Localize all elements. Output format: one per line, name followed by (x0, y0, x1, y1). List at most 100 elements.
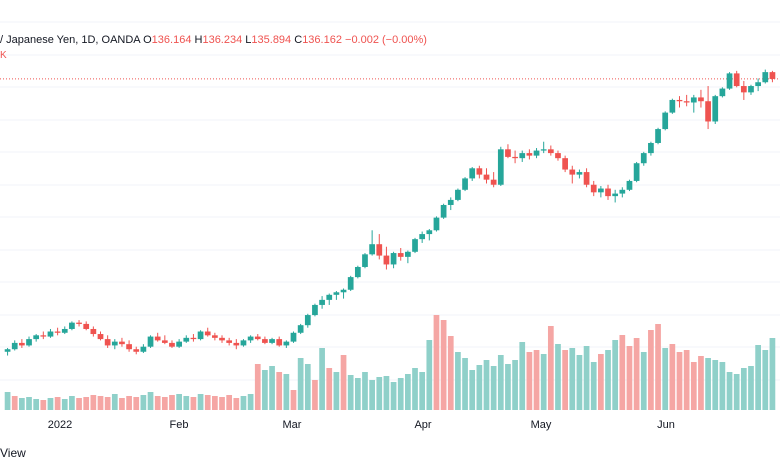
volume-bar (97, 396, 104, 410)
candle-body (226, 340, 233, 343)
volume-bar (547, 326, 554, 410)
volume-bar (312, 380, 318, 410)
candle-body (705, 101, 711, 122)
candle-body (290, 332, 297, 342)
volume-bar (748, 366, 754, 410)
volume-bar (183, 396, 190, 410)
candle-body (590, 184, 597, 193)
candle-body (154, 336, 161, 341)
candle-body (333, 292, 340, 295)
volume-bar (161, 397, 168, 410)
candle-body (133, 349, 140, 352)
volume-bar (576, 355, 583, 410)
candle-body (676, 99, 683, 102)
candle-body (669, 99, 676, 113)
candle-body (683, 101, 690, 103)
volume-bar (598, 354, 604, 410)
candle-body (11, 342, 18, 350)
volume-bar (505, 364, 511, 410)
candle-body (712, 96, 719, 122)
candle-body (161, 340, 168, 343)
candle-body (640, 153, 647, 164)
candle-body (362, 254, 368, 267)
candle-body (533, 150, 540, 156)
volume-bar (104, 397, 111, 410)
candle-body (512, 156, 518, 159)
volume-bar (447, 336, 454, 410)
volume-bar (519, 342, 526, 410)
volume-bar (40, 400, 47, 410)
candle-body (626, 180, 633, 190)
volume-bar (469, 370, 476, 410)
volume-bar (490, 366, 497, 410)
candle-body (698, 97, 704, 102)
x-tick-label: Mar (283, 419, 302, 431)
candle-body (740, 86, 747, 93)
volume-bar (405, 374, 411, 410)
volume-bar (662, 348, 669, 410)
candle-body (69, 322, 75, 329)
candle-body (433, 217, 440, 231)
candle-body (83, 323, 90, 329)
candle-body (140, 346, 147, 352)
candle-body (40, 335, 47, 337)
low-label: L (245, 34, 252, 46)
candle-body (462, 178, 468, 190)
candle-body (54, 331, 61, 333)
candle-body (176, 341, 182, 347)
volume-bar (512, 360, 518, 410)
volume-bar (540, 354, 547, 410)
candle-body (469, 168, 476, 179)
candle-body (254, 336, 261, 340)
volume-bar (226, 395, 233, 410)
volume-bar (233, 398, 240, 410)
candle-body (497, 149, 504, 185)
candle-body (455, 189, 461, 200)
x-tick-label: Feb (170, 419, 189, 431)
volume-bar (369, 380, 375, 410)
volume-bar (698, 356, 704, 410)
volume-bar (326, 368, 333, 410)
candle-body (412, 239, 418, 252)
close-label: C (294, 34, 303, 46)
volume-bar (612, 340, 619, 410)
volume-bar (626, 346, 633, 410)
close-value: 136.162 (302, 34, 342, 46)
volume-bar (204, 395, 211, 410)
candle-body (240, 340, 247, 346)
volume-bar (240, 396, 247, 410)
volume-bar (762, 350, 769, 410)
view-label[interactable]: View (0, 446, 26, 460)
symbol-legend: / Japanese Yen, 1D, OANDA O136.164 H136.… (0, 34, 427, 61)
volume-bar (462, 358, 468, 410)
candle-body (769, 72, 776, 79)
volume-bar (290, 390, 297, 410)
volume-bar (476, 365, 483, 410)
open-value: 136.164 (151, 34, 192, 46)
candle-body (26, 339, 32, 346)
volume-bar (140, 395, 147, 410)
candle-body (376, 244, 383, 256)
candle-body (104, 339, 111, 346)
volume-bar (419, 372, 426, 410)
volume-bar (397, 378, 404, 410)
candle-body (212, 335, 218, 338)
candle-body (583, 172, 590, 185)
volume-bar (4, 392, 11, 410)
candle-body (169, 342, 175, 347)
volume-bar (47, 398, 54, 410)
volume-bar (119, 398, 125, 410)
volume-bar (69, 396, 75, 410)
candle-body (662, 112, 669, 130)
candle-body (440, 204, 447, 218)
candle-body (576, 172, 583, 175)
volume-bar (133, 397, 140, 410)
volume-bar (455, 352, 461, 410)
candle-body (76, 322, 82, 324)
candle-body (648, 142, 654, 154)
candle-body (33, 335, 40, 340)
volume-bar (390, 382, 397, 410)
volume-bar (283, 374, 290, 410)
volume-bar (676, 352, 683, 410)
